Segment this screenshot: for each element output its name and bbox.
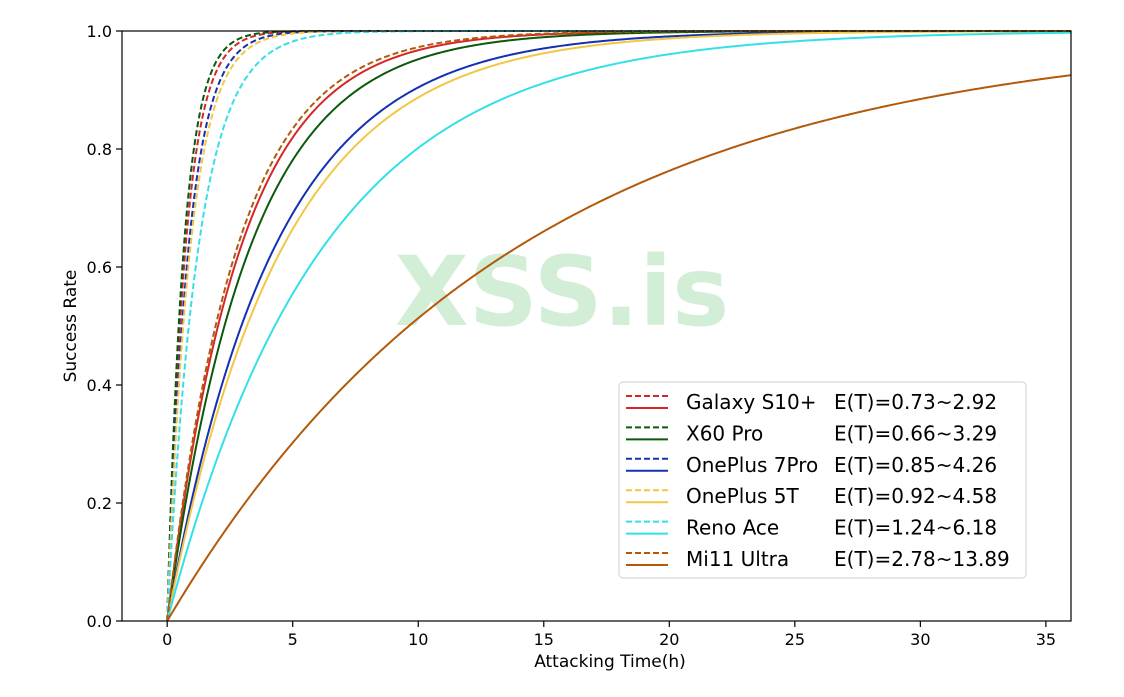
x-axis-ticks: 0 5 10 15 20 25 30 35 — [162, 621, 1056, 649]
legend-series-name: OnePlus 5T — [686, 484, 800, 508]
y-tick-label: 0.6 — [87, 258, 112, 277]
curve-mi11-ultra-lower — [166, 30, 1071, 622]
curve-reno-ace-upper — [166, 31, 1072, 622]
legend-range-label: E(T)=0.92~4.58 — [834, 484, 997, 508]
y-axis-label: Success Rate — [61, 270, 81, 383]
y-tick-label: 0.0 — [87, 612, 112, 631]
legend-series-name: Reno Ace — [686, 516, 779, 540]
curve-mi11-ultra-upper — [166, 74, 1072, 622]
x-tick-label: 35 — [1036, 630, 1056, 649]
y-tick-label: 0.2 — [87, 494, 112, 513]
legend: Galaxy S10+ E(T)=0.73~2.92 X60 Pro E(T)=0.6… — [618, 381, 1027, 579]
legend-range-label: E(T)=0.73~2.92 — [834, 390, 997, 414]
legend-range-label: E(T)=0.85~4.26 — [834, 453, 997, 477]
x-tick-label: 30 — [910, 630, 930, 649]
x-tick-label: 20 — [659, 630, 679, 649]
y-tick-label: 0.8 — [87, 140, 112, 159]
legend-entries: Galaxy S10+ E(T)=0.73~2.92 X60 Pro E(T)=0.6… — [626, 390, 1010, 571]
legend-box — [618, 381, 1027, 579]
plot-frame — [121, 30, 1072, 622]
x-axis-label: Attacking Time(h) — [534, 652, 686, 672]
watermark-text: XSS.is — [395, 236, 730, 348]
x-tick-label: 5 — [288, 630, 298, 649]
legend-range-label: E(T)=1.24~6.18 — [834, 516, 997, 540]
y-tick-label: 1.0 — [87, 22, 112, 41]
legend-series-name: Mi11 Ultra — [686, 547, 789, 571]
x-tick-label: 15 — [534, 630, 554, 649]
legend-series-name: OnePlus 7Pro — [686, 453, 818, 477]
legend-series-name: Galaxy S10+ — [686, 390, 817, 414]
x-tick-label: 10 — [408, 630, 428, 649]
legend-range-label: E(T)=2.78~13.89 — [834, 547, 1010, 571]
y-axis-ticks: 0.0 0.2 0.4 0.6 0.8 1.0 — [87, 22, 122, 631]
x-tick-label: 25 — [785, 630, 805, 649]
legend-series-name: X60 Pro — [686, 421, 763, 445]
legend-range-label: E(T)=0.66~3.29 — [834, 421, 997, 445]
y-tick-label: 0.4 — [87, 376, 112, 395]
x-tick-label: 0 — [162, 630, 172, 649]
